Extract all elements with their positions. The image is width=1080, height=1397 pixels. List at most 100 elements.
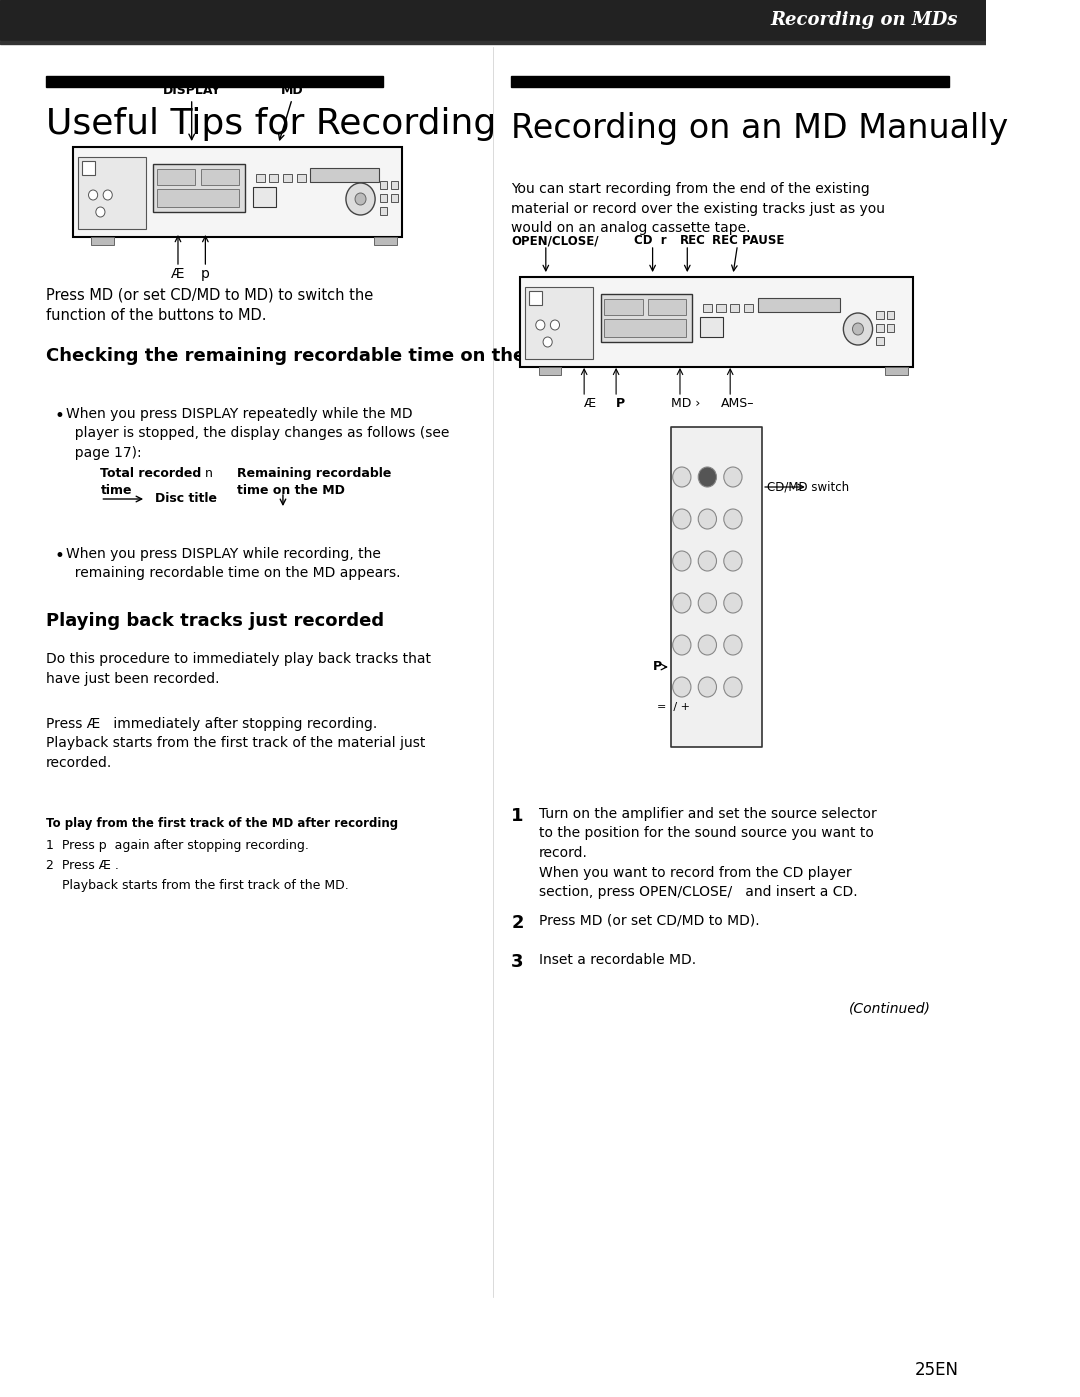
Text: 2  Press Æ .: 2 Press Æ . [45, 859, 119, 872]
Circle shape [673, 550, 691, 571]
Bar [521, 277, 913, 367]
Bar [78, 156, 146, 229]
Text: 2: 2 [511, 914, 524, 932]
Circle shape [724, 550, 742, 571]
Text: MD: MD [281, 84, 303, 96]
Circle shape [699, 636, 716, 655]
Bar [391, 194, 397, 203]
Text: Playback starts from the first track of the MD.: Playback starts from the first track of … [62, 879, 349, 893]
Bar [744, 305, 753, 312]
Text: To play from the first track of the MD after recording: To play from the first track of the MD a… [45, 817, 397, 830]
Text: Turn on the amplifier and set the source selector
to the position for the sound : Turn on the amplifier and set the source… [539, 807, 876, 900]
Text: •: • [55, 548, 65, 564]
Bar [529, 291, 542, 305]
Bar [380, 182, 387, 189]
Circle shape [673, 592, 691, 613]
Circle shape [536, 320, 545, 330]
Text: Press MD (or set CD/MD to MD).: Press MD (or set CD/MD to MD). [539, 914, 759, 928]
Bar [730, 305, 740, 312]
Bar [92, 237, 114, 244]
Bar [0, 0, 986, 41]
Bar [380, 194, 387, 203]
Circle shape [724, 592, 742, 613]
Bar [525, 286, 593, 359]
Bar [374, 237, 397, 244]
Text: p: p [201, 267, 210, 281]
Text: AMS–: AMS– [721, 397, 755, 409]
Circle shape [355, 193, 366, 205]
Circle shape [699, 550, 716, 571]
Bar [153, 163, 244, 212]
Text: Remaining recordable
time on the MD: Remaining recordable time on the MD [238, 467, 392, 497]
Text: Useful Tips for Recording: Useful Tips for Recording [45, 108, 496, 141]
Bar [757, 298, 840, 312]
Bar [73, 147, 402, 237]
Bar [887, 324, 894, 332]
Text: Press MD (or set CD/MD to MD) to switch the
function of the buttons to MD.: Press MD (or set CD/MD to MD) to switch … [45, 286, 373, 323]
Circle shape [724, 509, 742, 529]
Circle shape [103, 190, 112, 200]
Text: p: p [256, 194, 261, 204]
Circle shape [843, 313, 873, 345]
Text: CD  r: CD r [634, 235, 667, 247]
Bar [604, 319, 687, 337]
Text: DISPLAY: DISPLAY [163, 84, 220, 96]
Bar [310, 168, 379, 182]
Text: Æ: Æ [584, 397, 596, 409]
Text: P: P [616, 397, 625, 409]
Circle shape [852, 323, 863, 335]
Bar [600, 293, 692, 342]
Text: 1  Press p  again after stopping recording.: 1 Press p again after stopping recording… [45, 840, 309, 852]
Bar [648, 299, 687, 314]
Bar [604, 299, 643, 314]
Text: You can start recording from the end of the existing
material or record over the: You can start recording from the end of … [511, 182, 886, 235]
Circle shape [673, 467, 691, 488]
Circle shape [699, 592, 716, 613]
Text: Total recorded
time: Total recorded time [100, 467, 202, 497]
Bar [703, 305, 712, 312]
Text: SONY: SONY [84, 156, 110, 166]
Bar [391, 182, 397, 189]
Bar [511, 75, 949, 87]
Text: Do this procedure to immediately play back tracks that
have just been recorded.: Do this procedure to immediately play ba… [45, 652, 431, 686]
Text: 1: 1 [511, 807, 524, 826]
Text: •: • [55, 407, 65, 425]
Text: MD ›: MD › [671, 397, 700, 409]
Circle shape [699, 678, 716, 697]
Bar [876, 312, 883, 319]
Text: CD/MD switch: CD/MD switch [767, 481, 849, 493]
Bar [700, 317, 723, 337]
Circle shape [699, 509, 716, 529]
Text: SONY: SONY [531, 286, 557, 296]
Circle shape [96, 207, 105, 217]
Circle shape [724, 678, 742, 697]
Text: 25EN: 25EN [915, 1361, 958, 1379]
Bar [671, 427, 762, 747]
Bar [0, 41, 986, 43]
Bar [253, 187, 275, 207]
Text: REC: REC [680, 235, 706, 247]
Bar [297, 175, 306, 182]
Text: When you press DISPLAY repeatedly while the MD
  player is stopped, the display : When you press DISPLAY repeatedly while … [66, 407, 449, 460]
Text: Recording on an MD Manually: Recording on an MD Manually [511, 112, 1009, 145]
Circle shape [724, 636, 742, 655]
Bar [157, 169, 195, 184]
Bar [201, 169, 239, 184]
Bar [45, 75, 383, 87]
Circle shape [89, 190, 97, 200]
Bar [157, 189, 239, 207]
Text: P: P [652, 661, 662, 673]
Circle shape [551, 320, 559, 330]
Bar [539, 367, 562, 374]
Circle shape [673, 678, 691, 697]
Circle shape [346, 183, 375, 215]
Circle shape [543, 337, 552, 346]
Bar [269, 175, 279, 182]
Bar [876, 324, 883, 332]
Circle shape [699, 467, 716, 488]
Bar [886, 367, 908, 374]
Text: Playing back tracks just recorded: Playing back tracks just recorded [45, 612, 383, 630]
Text: Æ: Æ [172, 267, 185, 281]
Text: Checking the remaining recordable time on the MD: Checking the remaining recordable time o… [45, 346, 564, 365]
Bar [716, 305, 726, 312]
